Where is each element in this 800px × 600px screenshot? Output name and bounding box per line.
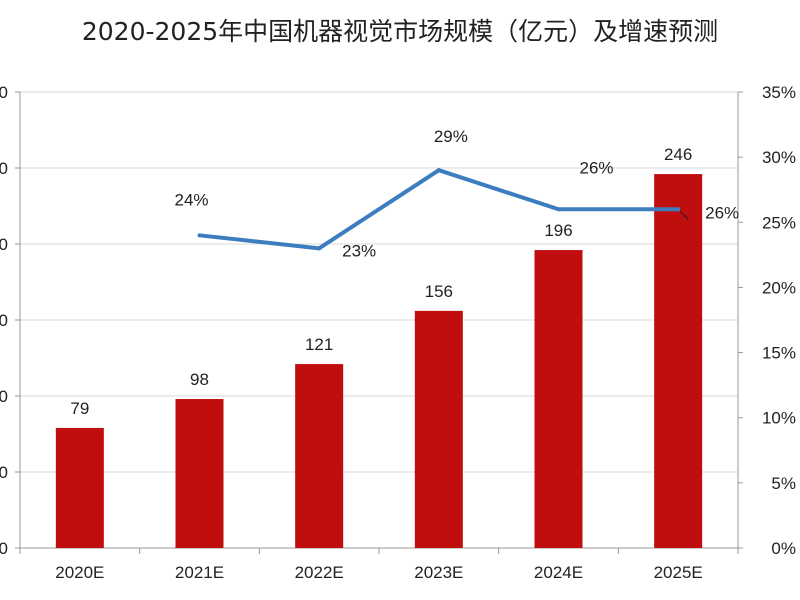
y-right-tick-label: 10% (762, 409, 796, 428)
bar-series (55, 174, 703, 548)
line-point (676, 207, 681, 212)
line-data-label: 24% (174, 190, 208, 209)
y-right-tick-label: 25% (762, 213, 796, 232)
bar (654, 174, 703, 548)
x-tick-label: 2022E (295, 563, 344, 582)
y-left-tick-label: 250 (0, 159, 8, 178)
growth-line (199, 168, 679, 251)
x-tick-label: 2020E (55, 563, 104, 582)
bar-data-label: 121 (305, 335, 333, 354)
chart-title: 2020-2025年中国机器视觉市场规模（亿元）及增速预测 (81, 17, 719, 46)
line-data-label: 26% (705, 203, 739, 222)
data-labels: 79 98 121 156 196 246 24% 23% 29% 26% 26% (70, 127, 739, 418)
bar (295, 364, 344, 548)
y-left-tick-label: 100 (0, 387, 8, 406)
line-data-label: 26% (579, 158, 613, 177)
y-left-tick-label: 200 (0, 235, 8, 254)
line-point (436, 168, 441, 173)
line-point (556, 207, 561, 212)
y-left-tick-label: 150 (0, 311, 8, 330)
x-tick-label: 2023E (414, 563, 463, 582)
axes (15, 91, 743, 554)
line-point (197, 233, 202, 238)
y-left-tick-label: 300 (0, 83, 8, 102)
x-tick-label: 2024E (534, 563, 583, 582)
bar-data-label: 246 (664, 145, 692, 164)
line-data-label: 29% (434, 127, 468, 146)
y-left-tick-label: 0 (0, 539, 8, 558)
bar-data-label: 156 (425, 282, 453, 301)
line-point (317, 246, 322, 251)
y-right-tick-label: 5% (771, 474, 796, 493)
bar (55, 427, 104, 548)
bar (175, 399, 224, 548)
y-right-tick-label: 0% (771, 539, 796, 558)
gridlines (20, 91, 738, 473)
x-tick-label: 2025E (654, 563, 703, 582)
bar (414, 310, 463, 548)
y-right-tick-label: 20% (762, 278, 796, 297)
bar-data-label: 79 (70, 399, 89, 418)
y-left-tick-label: 50 (0, 463, 8, 482)
tick-labels: 2020E 2021E 2022E 2023E 2024E 2025E 0 50 100 150 2… (0, 83, 796, 582)
bar (534, 250, 583, 548)
line-series (197, 168, 681, 251)
bar-data-label: 196 (544, 221, 572, 240)
line-data-label: 23% (342, 241, 376, 260)
bar-data-label: 98 (190, 370, 209, 389)
y-right-tick-label: 15% (762, 344, 796, 363)
line-label-leader (679, 210, 689, 220)
x-tick-label: 2021E (175, 563, 224, 582)
y-right-tick-label: 35% (762, 83, 796, 102)
y-right-tick-label: 30% (762, 148, 796, 167)
